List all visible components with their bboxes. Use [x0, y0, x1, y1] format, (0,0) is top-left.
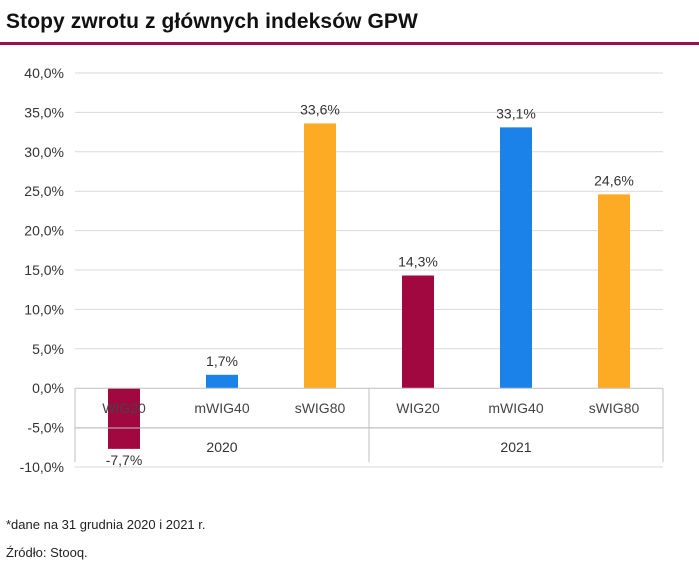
data-label: 24,6%: [594, 172, 634, 188]
y-tick-label: -10,0%: [20, 459, 64, 475]
chart-title: Stopy zwrotu z głównych indeksów GPW: [6, 10, 418, 33]
group-label: 2020: [206, 439, 237, 455]
y-tick-label: 20,0%: [24, 223, 64, 239]
y-tick-label: 40,0%: [24, 65, 64, 81]
title-divider: [0, 42, 699, 45]
category-label: WIG20: [102, 400, 146, 416]
y-tick-label: 5,0%: [32, 341, 64, 357]
data-label: -7,7%: [106, 452, 143, 468]
group-label: 2021: [500, 439, 531, 455]
y-tick-label: 25,0%: [24, 183, 64, 199]
bar-2020-swig80: [304, 123, 336, 389]
category-label: sWIG80: [295, 400, 346, 416]
footnote: *dane na 31 grudnia 2020 i 2021 r.: [6, 517, 206, 532]
y-tick-label: 0,0%: [32, 380, 64, 396]
bar-2021-mwig40: [500, 127, 532, 389]
category-label: mWIG40: [194, 400, 249, 416]
category-label: WIG20: [396, 400, 440, 416]
y-tick-label: 30,0%: [24, 144, 64, 160]
y-tick-label: 35,0%: [24, 104, 64, 120]
y-tick-label: 10,0%: [24, 301, 64, 317]
data-label: 14,3%: [398, 254, 438, 270]
data-label: 1,7%: [206, 353, 238, 369]
bar-2021-wig20: [402, 275, 434, 389]
data-label: 33,1%: [496, 105, 536, 121]
y-tick-label: -5,0%: [27, 420, 64, 436]
bar-2020-mwig40: [206, 374, 238, 389]
bar-2020-wig20: [108, 388, 140, 449]
source-note: Źródło: Stooq.: [6, 545, 88, 560]
category-label: mWIG40: [488, 400, 543, 416]
bar-chart: -10,0% -5,0% 0,0% 5,0% 10,0% 15,0% 20,0% 25,0% 3…: [20, 65, 664, 475]
data-label: 33,6%: [300, 101, 340, 117]
category-label: sWIG80: [589, 400, 640, 416]
y-tick-label: 15,0%: [24, 262, 64, 278]
bar-2021-swig80: [598, 194, 630, 389]
